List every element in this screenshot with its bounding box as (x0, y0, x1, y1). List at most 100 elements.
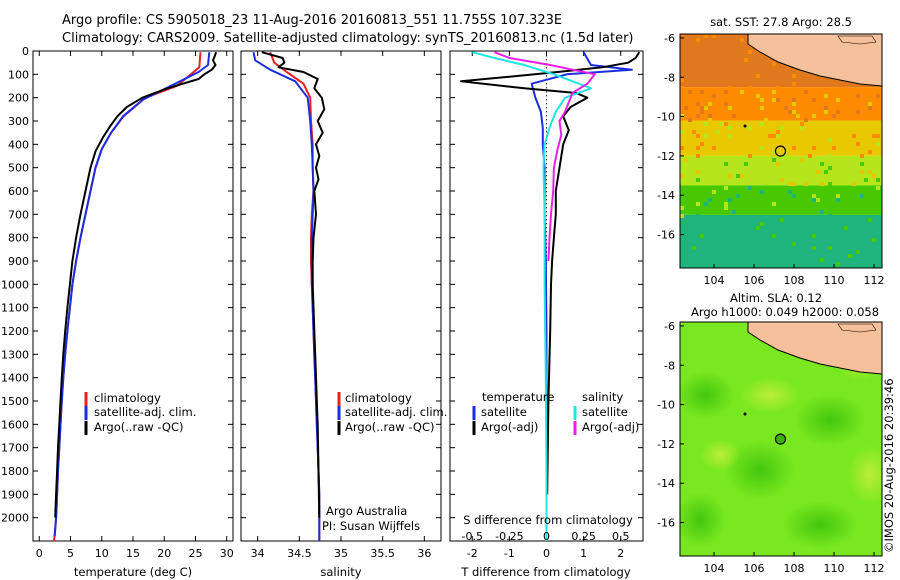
sst-pixel (736, 34, 740, 38)
sst-pixel (708, 118, 712, 122)
sst-pixel (812, 146, 816, 150)
sst-pixel (800, 126, 804, 130)
sst-pixel (736, 174, 740, 178)
map-x-tick-label: 104 (704, 274, 725, 287)
sst-pixel (772, 150, 776, 154)
sst-pixel (792, 110, 796, 114)
sst-pixel (704, 222, 708, 226)
sst-pixel (824, 106, 828, 110)
sst-pixel (836, 198, 840, 202)
sst-pixel (696, 214, 700, 218)
sst-pixel (828, 242, 832, 246)
sst-pixel (776, 98, 780, 102)
sst-pixel (728, 134, 732, 138)
y-tick-label: 1900 (1, 488, 29, 501)
x-tick-label: 2 (617, 547, 624, 560)
x-tick-label: 30 (220, 547, 234, 560)
sst-pixel (832, 82, 836, 86)
sst-pixel (776, 134, 780, 138)
sst-pixel (824, 94, 828, 98)
sst-pixel (712, 146, 716, 150)
sst-pixel (828, 182, 832, 186)
y-tick-label: 0 (22, 45, 29, 58)
sst-pixel (748, 126, 752, 130)
difference-series (460, 51, 641, 541)
y-tick-label: 1200 (1, 325, 29, 338)
sst-pixel (800, 158, 804, 162)
sst-pixel (772, 158, 776, 162)
sst-pixel (704, 202, 708, 206)
salinity-legend-argo: Argo(..raw -QC) (345, 420, 435, 434)
sst-pixel (760, 238, 764, 242)
sst-pixel (740, 226, 744, 230)
sst-pixel (704, 134, 708, 138)
sst-pixel (812, 98, 816, 102)
sst-pixel (720, 122, 724, 126)
sst-pixel (872, 246, 876, 250)
sst-pixel (812, 254, 816, 258)
x-tick-label: -2 (467, 547, 478, 560)
temperature-climatology-line (52, 52, 202, 542)
map-y-tick-label: -16 (657, 229, 675, 242)
sst-pixel (860, 162, 864, 166)
sst-pixel (700, 106, 704, 110)
sst-pixel (684, 158, 688, 162)
sst-pixel (724, 186, 728, 190)
x-tick-label: 35.5 (370, 547, 395, 560)
sst-pixel (688, 118, 692, 122)
sst-pixel (732, 210, 736, 214)
sst-map-panel: sat. SST: 27.8 Argo: 28.5 104 106 108 110 11… (657, 15, 884, 287)
y-tick-label: 600 (8, 185, 29, 198)
difference-panel: -2 -1 0 1 2 T difference from climatology S … (449, 50, 644, 579)
salinity-annotation-line-2: PI: Susan Wijffels (322, 519, 420, 533)
sst-pixel (760, 98, 764, 102)
sst-pixel (724, 90, 728, 94)
sst-pixel (680, 206, 684, 210)
sst-pixel (724, 162, 728, 166)
sst-pixel (780, 178, 784, 182)
sst-pixel (708, 246, 712, 250)
sst-map-title: sat. SST: 27.8 Argo: 28.5 (710, 15, 852, 29)
sst-pixel (680, 130, 684, 134)
x-tick-label: 35 (334, 547, 348, 560)
sst-pixel (696, 146, 700, 150)
sst-pixel (772, 250, 776, 254)
temperature-argo-raw-qc-line (54, 51, 218, 518)
map-y-tick-label: -14 (657, 477, 675, 490)
sst-pixel (836, 110, 840, 114)
y-tick-label: 1500 (1, 395, 29, 408)
sst-pixel (772, 70, 776, 74)
sst-pixel (872, 174, 876, 178)
sst-pixel (756, 234, 760, 238)
sst-band (680, 120, 882, 156)
sst-pixel (776, 130, 780, 134)
y-tick-label: 1300 (1, 348, 29, 361)
sst-pixel (820, 162, 824, 166)
sst-pixel (732, 114, 736, 118)
sst-band (680, 87, 882, 121)
sst-map-frame (679, 33, 883, 269)
temperature-xlabel: temperature (deg C) (74, 565, 192, 579)
sst-pixel (712, 94, 716, 98)
sst-pixel (872, 238, 876, 242)
map-y-tick-label: -8 (664, 71, 675, 84)
top-tick-label: -0.5 (462, 530, 483, 543)
sst-pixel (816, 170, 820, 174)
sst-pixel (792, 74, 796, 78)
map-y-tick-label: -10 (657, 399, 675, 412)
difference-axis-grid: -2 -1 0 1 2 (450, 50, 643, 560)
sst-pixel (792, 182, 796, 186)
sst-pixel (868, 170, 872, 174)
salinity-panel: 34 34.5 35 35.5 36 salinity climatology sate… (240, 50, 447, 579)
sst-pixel (712, 218, 716, 222)
temperature-frame (32, 50, 234, 542)
sst-pixel (864, 178, 868, 182)
y-tick-label: 900 (8, 255, 29, 268)
sst-band (680, 214, 882, 268)
sst-pixel (856, 110, 860, 114)
temperature-satellite-adj-clim-line (53, 52, 211, 537)
sst-pixel (768, 134, 772, 138)
sst-pixel (760, 146, 764, 150)
y-tick-label: 400 (8, 138, 29, 151)
sst-pixel (776, 162, 780, 166)
